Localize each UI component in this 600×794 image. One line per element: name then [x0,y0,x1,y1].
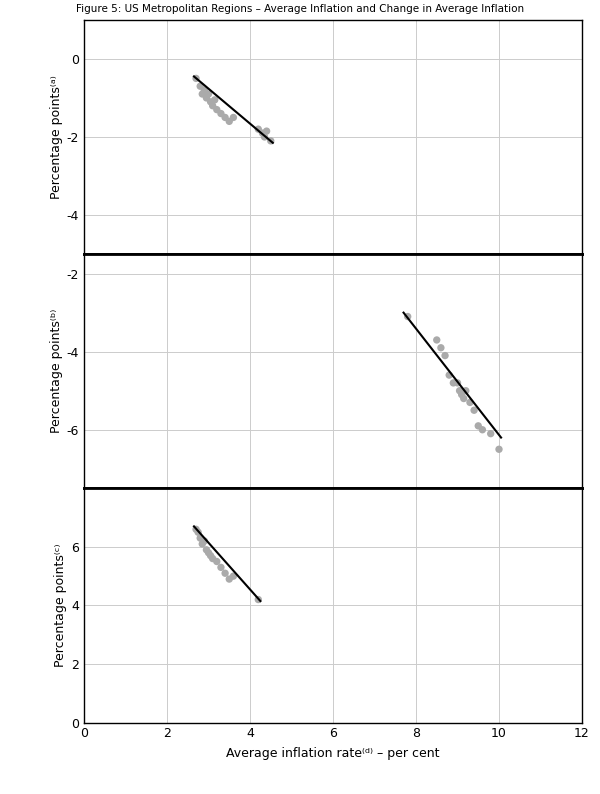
Point [432,333,442,346]
Point [459,392,469,405]
Point [254,123,263,136]
Point [206,95,215,108]
Point [197,538,207,550]
X-axis label: Average inflation rate⁽ᵈ⁾ – per cent: Average inflation rate⁽ᵈ⁾ – per cent [226,747,440,761]
Point [216,107,226,120]
Point [196,80,205,93]
Point [220,111,230,124]
Y-axis label: Percentage points⁽ᵇ⁾: Percentage points⁽ᵇ⁾ [50,309,62,434]
Point [202,543,211,556]
Point [212,555,221,568]
Point [220,567,230,580]
Point [224,572,234,585]
Point [469,404,479,417]
Point [445,368,454,381]
Text: Figure 5: US Metropolitan Regions – Average Inflation and Change in Average Infl: Figure 5: US Metropolitan Regions – Aver… [76,4,524,14]
Point [449,376,458,389]
Point [193,526,203,538]
Point [204,87,214,100]
Point [440,349,450,362]
Point [461,384,470,397]
Point [257,127,267,140]
Point [229,570,238,583]
Point [204,546,214,559]
Point [494,443,504,456]
Point [403,310,413,323]
Y-axis label: Percentage points⁽ᵃ⁾: Percentage points⁽ᵃ⁾ [50,75,62,198]
Point [486,427,496,440]
Point [224,115,234,128]
Point [465,396,475,409]
Point [478,423,487,436]
Point [206,549,215,562]
Point [212,103,221,116]
Point [200,84,209,97]
Point [210,94,220,106]
Point [229,111,238,124]
Point [254,593,263,606]
Point [436,341,446,354]
Y-axis label: Percentage points⁽ᶜ⁾: Percentage points⁽ᶜ⁾ [54,544,67,667]
Point [191,72,201,85]
Point [196,532,205,545]
Point [260,131,269,144]
Point [191,523,201,536]
Point [457,388,466,401]
Point [200,534,209,547]
Point [197,87,207,100]
Point [216,561,226,574]
Point [266,134,275,147]
Point [208,553,217,565]
Point [455,384,464,397]
Point [208,99,217,112]
Point [453,376,463,389]
Point [202,91,211,104]
Point [262,125,271,137]
Point [473,419,483,432]
